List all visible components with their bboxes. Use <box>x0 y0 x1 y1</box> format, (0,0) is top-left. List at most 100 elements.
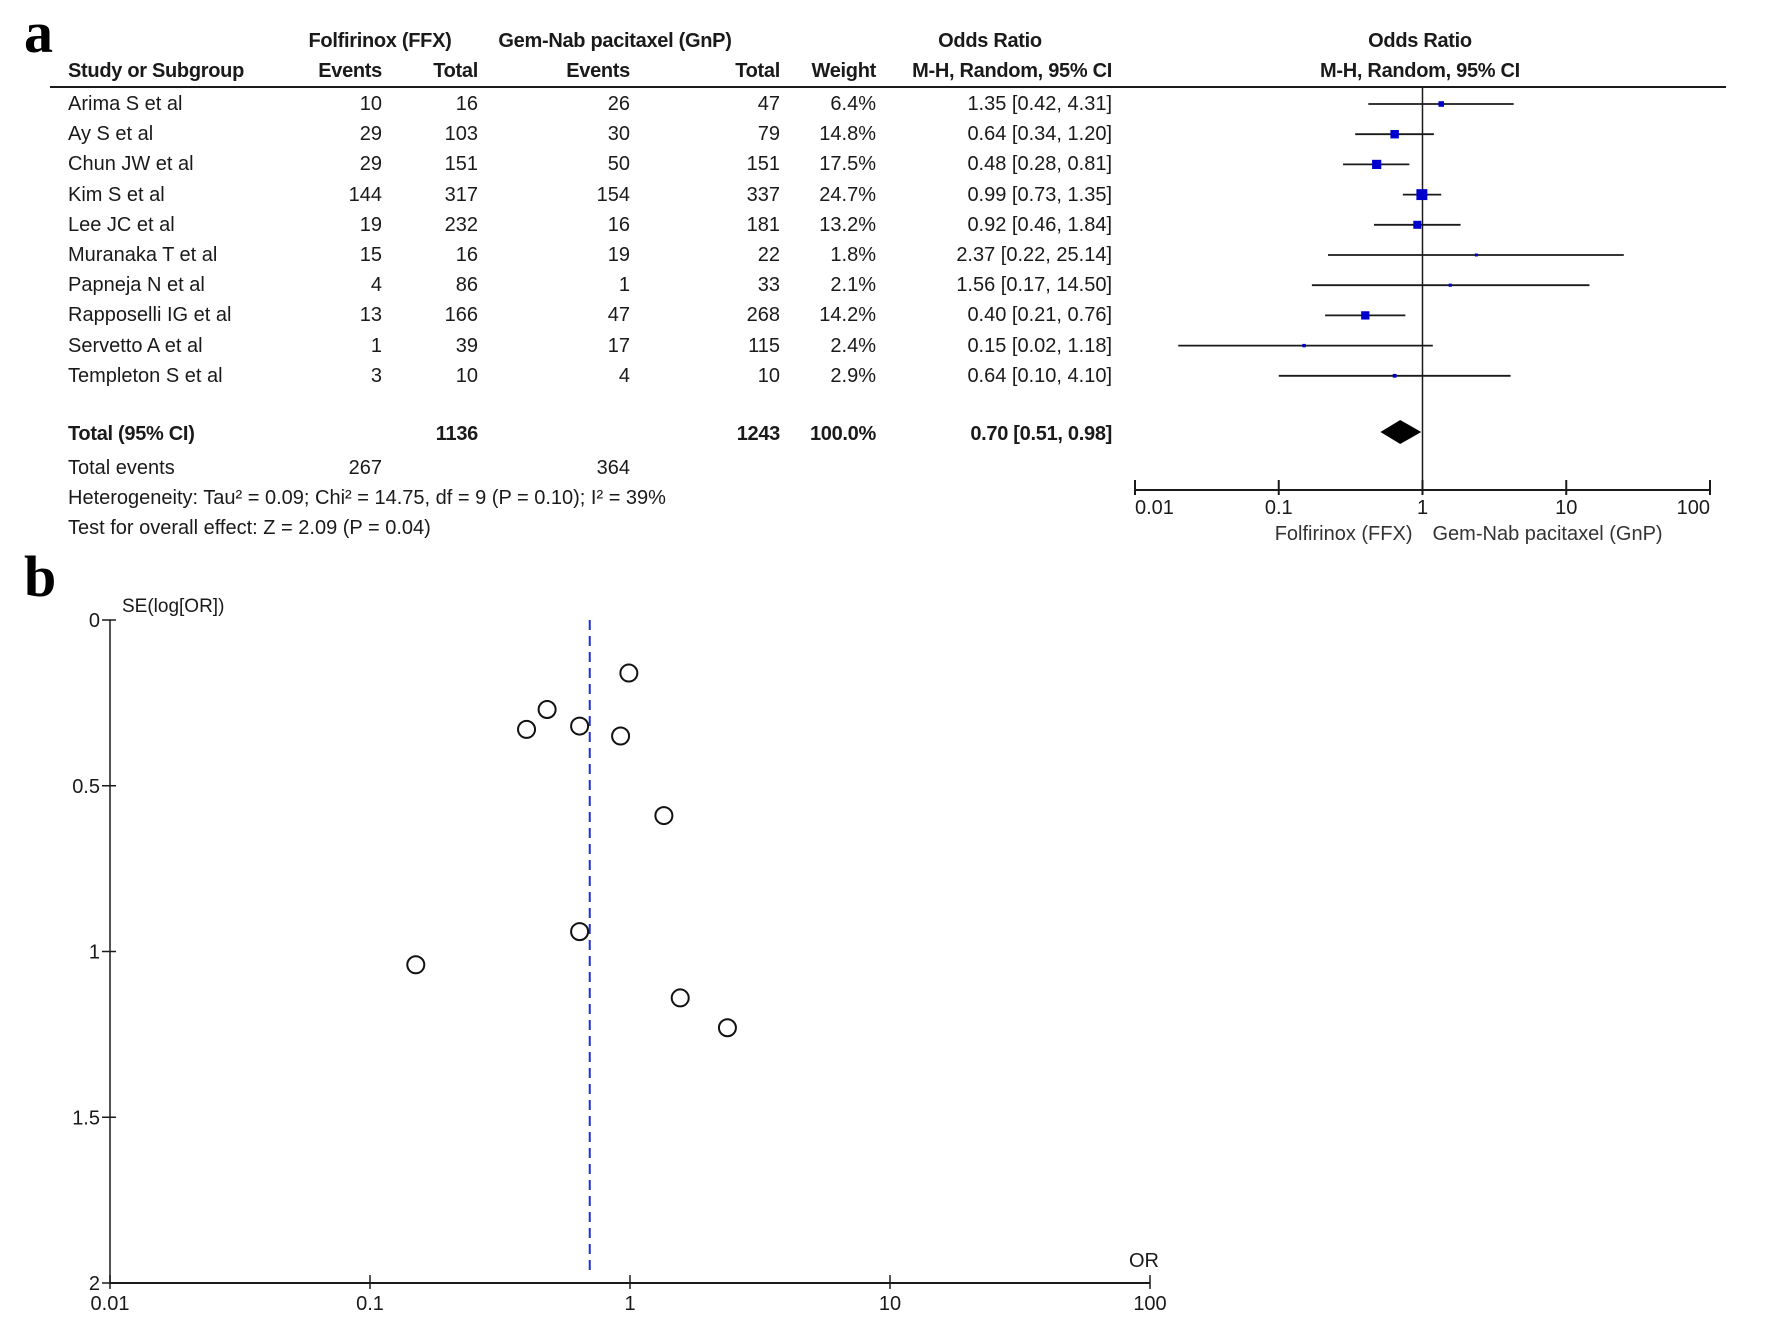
weight: 1.8% <box>830 244 876 266</box>
study-name: Servetto A et al <box>68 334 203 357</box>
study-point <box>517 719 537 739</box>
total-ci: 0.70 [0.51, 0.98] <box>970 423 1112 445</box>
study-name: Arima S et al <box>68 93 183 115</box>
study-point <box>570 922 590 942</box>
total-group2: 115 <box>748 334 780 357</box>
pooled-diamond <box>1380 420 1422 444</box>
study-name: Templeton S et al <box>68 364 223 387</box>
total-group1: 232 <box>444 213 478 236</box>
study-name: Kim S et al <box>68 183 165 206</box>
or-column-title: Odds Ratio <box>938 30 1042 52</box>
events-group1: 1 <box>370 334 382 357</box>
odds-ratio-ci: 2.37 [0.22, 25.14] <box>956 244 1112 266</box>
header-rule <box>50 86 1726 88</box>
total-group2: 47 <box>757 93 780 115</box>
weight: 14.2% <box>819 304 876 327</box>
y-tick-label: 0 <box>89 610 100 632</box>
point-estimate-marker <box>1390 129 1399 139</box>
odds-ratio-ci: 0.64 [0.10, 4.10] <box>967 364 1112 387</box>
study-name: Chun JW et al <box>68 153 194 176</box>
study-name: Lee JC et al <box>68 213 175 236</box>
odds-ratio-ci: 0.48 [0.28, 0.81] <box>967 153 1112 176</box>
odds-ratio-ci: 0.92 [0.46, 1.84] <box>967 213 1112 236</box>
events-group1: 29 <box>359 123 382 146</box>
events-group2: 26 <box>607 93 630 115</box>
point-estimate-marker <box>1474 253 1478 257</box>
total-group1: 16 <box>455 93 478 115</box>
x-tick-label: 0.01 <box>91 1293 130 1315</box>
study-header: Study or Subgroup <box>68 60 244 82</box>
odds-ratio-ci: 1.35 [0.42, 4.31] <box>967 93 1112 115</box>
study-point <box>611 726 631 746</box>
x-tick-label: 1 <box>624 1293 635 1315</box>
study-point <box>619 663 639 683</box>
total-group2: 1243 <box>736 423 781 445</box>
total-group2: 337 <box>746 183 780 206</box>
study-point <box>670 988 690 1008</box>
weight: 2.9% <box>830 364 876 387</box>
x-tick-label: 0.1 <box>356 1293 384 1315</box>
weight: 14.8% <box>819 123 876 146</box>
x-tick-label: 10 <box>1555 497 1577 519</box>
favours-right-label: Gem-Nab pacitaxel (GnP) <box>1433 523 1663 545</box>
events-group1: 3 <box>370 364 382 387</box>
weight: 2.1% <box>830 274 876 297</box>
odds-ratio-ci: 0.40 [0.21, 0.76] <box>967 304 1112 327</box>
point-estimate-marker <box>1361 311 1370 320</box>
point-estimate-marker <box>1448 283 1452 287</box>
total-group2: 79 <box>757 123 780 146</box>
events-group2: 47 <box>607 304 630 327</box>
study-name: Rapposelli IG et al <box>68 304 232 327</box>
study-name: Muranaka T et al <box>68 244 218 266</box>
x-axis-title: OR <box>1129 1250 1159 1272</box>
study-name: Papneja N et al <box>68 274 205 297</box>
weight: 17.5% <box>819 153 876 176</box>
total-group2: 181 <box>746 213 780 236</box>
panel-label-b: b <box>24 544 57 609</box>
point-estimate-marker <box>1413 220 1422 229</box>
total-group2: 22 <box>757 244 780 266</box>
events-group1: 10 <box>359 93 382 115</box>
events-group2: 1 <box>618 274 630 297</box>
x-tick-label: 10 <box>879 1293 901 1315</box>
total2-header: Total <box>735 60 780 82</box>
events-group1: 15 <box>359 244 382 266</box>
total-group1: 10 <box>455 364 478 387</box>
events-group2: 17 <box>607 334 630 357</box>
plot-method-header: M-H, Random, 95% CI <box>1320 60 1520 82</box>
panel-label-a: a <box>24 0 53 65</box>
study-point <box>537 700 557 720</box>
odds-ratio-ci: 0.99 [0.73, 1.35] <box>967 183 1112 206</box>
group1-header: Folfirinox (FFX) <box>308 30 452 52</box>
events1-header: Events <box>318 60 382 82</box>
events2-header: Events <box>566 60 630 82</box>
overall-effect-text: Test for overall effect: Z = 2.09 (P = 0… <box>68 517 431 539</box>
x-tick-label: 0.01 <box>1135 497 1174 519</box>
x-tick-label: 0.1 <box>1265 497 1293 519</box>
study-point <box>717 1018 737 1038</box>
heterogeneity-text: Heterogeneity: Tau² = 0.09; Chi² = 14.75… <box>68 487 666 509</box>
method-header: M-H, Random, 95% CI <box>912 60 1112 82</box>
total-group1: 103 <box>444 123 478 146</box>
group2-header: Gem-Nab pacitaxel (GnP) <box>498 30 732 52</box>
events-group2: 4 <box>618 364 630 387</box>
total-group1: 1136 <box>435 423 479 445</box>
x-tick-label: 1 <box>1417 497 1428 519</box>
total-events-label: Total events <box>68 457 175 479</box>
odds-ratio-ci: 1.56 [0.17, 14.50] <box>956 274 1112 297</box>
events-group2: 30 <box>607 123 630 146</box>
events-group1: 19 <box>359 213 382 236</box>
x-tick-label: 100 <box>1133 1293 1166 1315</box>
y-tick-label: 2 <box>89 1273 100 1295</box>
total-group2: 33 <box>757 274 780 297</box>
events-group1: 144 <box>348 183 382 206</box>
total1-header: Total <box>433 60 478 82</box>
study-point <box>654 806 674 826</box>
total-group2: 151 <box>746 153 780 176</box>
total-group2: 268 <box>746 304 780 327</box>
odds-ratio-ci: 0.64 [0.34, 1.20] <box>967 123 1112 146</box>
point-estimate-marker <box>1416 189 1428 201</box>
y-tick-label: 0.5 <box>72 776 100 798</box>
point-estimate-marker <box>1438 101 1445 107</box>
study-point <box>570 716 590 736</box>
